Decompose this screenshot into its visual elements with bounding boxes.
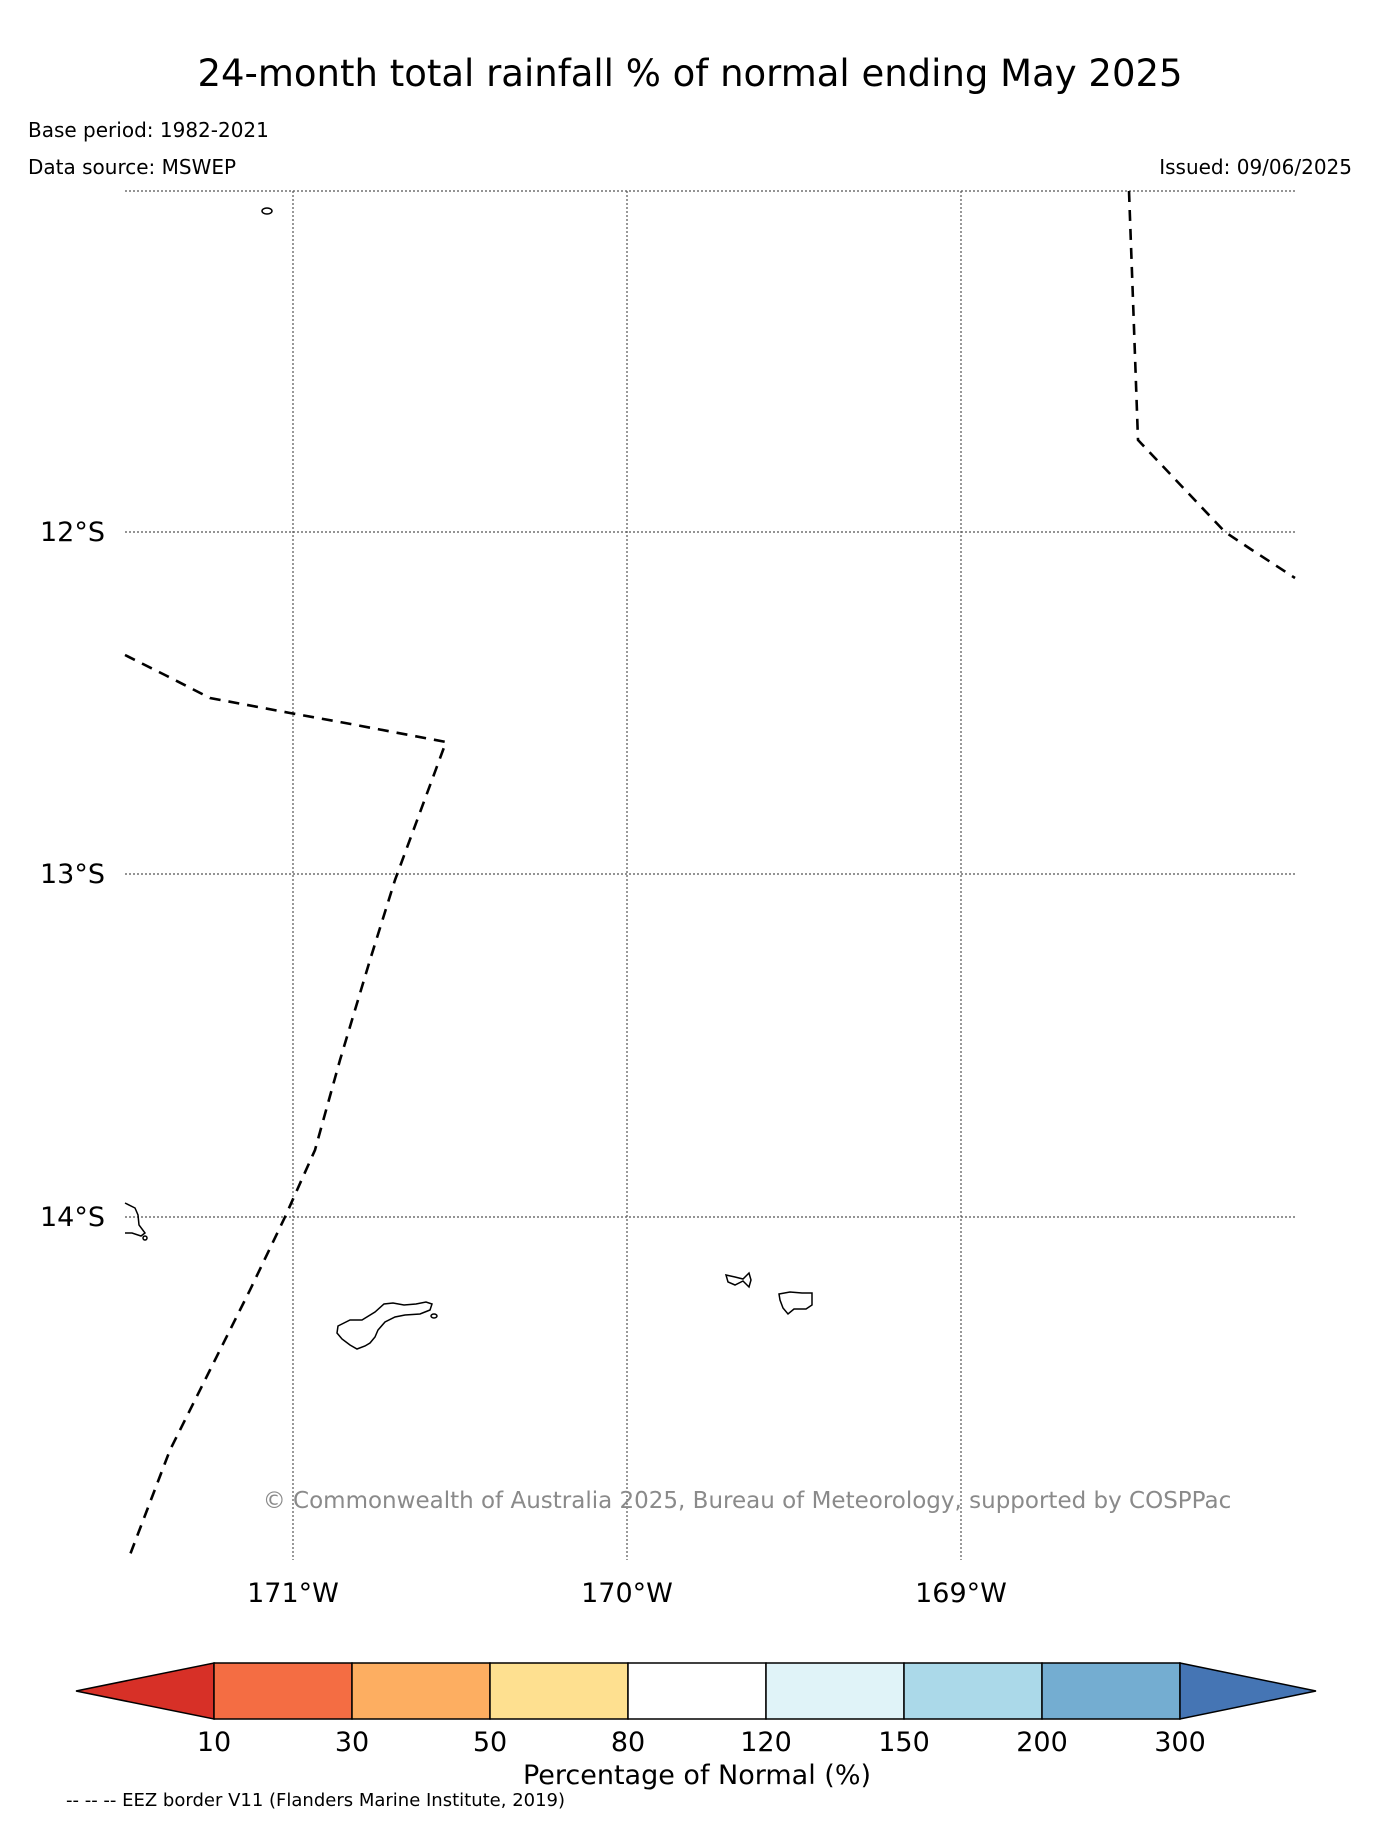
tutuila-island [336, 1301, 433, 1350]
colorbar-tick-80: 80 [611, 1727, 645, 1758]
page-title: 24-month total rainfall % of normal endi… [197, 52, 1183, 95]
lat-label-14s: 14°S [40, 1202, 105, 1233]
copyright-notice: © Commonwealth of Australia 2025, Bureau… [263, 1488, 1232, 1514]
base-period-label: Base period: 1982-2021 [28, 118, 269, 142]
colorbar-segment-10-30 [213, 1662, 353, 1720]
colorbar-tick-30: 30 [335, 1727, 369, 1758]
lon-label-170w: 170°W [581, 1578, 673, 1609]
eez-border-east [1127, 190, 1296, 580]
lon-label-169w: 169°W [915, 1578, 1007, 1609]
eez-border [124, 190, 1296, 1561]
islands [124, 207, 813, 1350]
samoa-islet [142, 1235, 148, 1241]
colorbar-extend-low [75, 1662, 215, 1720]
eez-footnote: -- -- -- EEZ border V11 (Flanders Marine… [66, 1790, 566, 1811]
colorbar-segment-50-80 [489, 1662, 629, 1720]
colorbar-tick-120: 120 [740, 1727, 792, 1758]
colorbar-tick-300: 300 [1154, 1727, 1206, 1758]
eez-border-west [124, 653, 448, 1561]
swains-island [261, 207, 273, 215]
data-source-label: Data source: MSWEP [28, 155, 237, 179]
lat-label-12s: 12°S [40, 517, 105, 548]
colorbar-segment-30-50 [351, 1662, 491, 1720]
colorbar-segment-150-200 [903, 1662, 1043, 1720]
map-gridlines [125, 190, 1295, 1560]
lat-label-13s: 13°S [40, 859, 105, 890]
colorbar-segment-80-120 [627, 1662, 767, 1720]
colorbar-tick-10: 10 [197, 1727, 231, 1758]
aunuu-island [430, 1313, 438, 1319]
colorbar-segment-120-150 [765, 1662, 905, 1720]
issued-date-label: Issued: 09/06/2025 [1159, 155, 1352, 179]
tau-island [778, 1291, 813, 1316]
colorbar-tick-50: 50 [473, 1727, 507, 1758]
colorbar-segment-200-300 [1041, 1662, 1181, 1720]
colorbar-extend-high [1179, 1662, 1317, 1720]
colorbar-title: Percentage of Normal (%) [523, 1760, 871, 1791]
ofu-olosega-island [724, 1271, 752, 1289]
lon-label-171w: 171°W [247, 1578, 339, 1609]
samoa-coastline [124, 1202, 147, 1237]
colorbar-tick-200: 200 [1016, 1727, 1068, 1758]
colorbar-tick-150: 150 [878, 1727, 930, 1758]
colorbar [75, 1662, 1317, 1720]
